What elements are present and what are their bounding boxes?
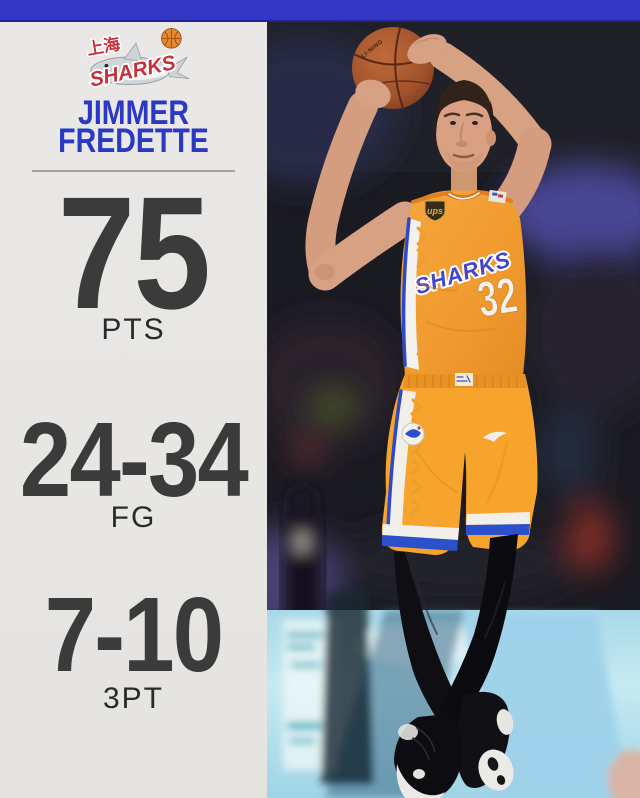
stat-card: 上海 SHARKS JIMMER FREDETTE 75 PTS 24-34 F… [0, 22, 267, 798]
stat-points-value: 75 [57, 163, 211, 342]
sharks-logo: 上海 SHARKS [83, 28, 189, 91]
frame-top-border [0, 0, 640, 22]
player-legs [394, 534, 518, 744]
player-first-name: JIMMER [77, 94, 190, 132]
player-last-name: FREDETTE [58, 122, 209, 160]
basketball-icon [160, 28, 182, 49]
player-photo-canvas: LI-NING [212, 22, 640, 798]
player-head [435, 80, 496, 194]
stat-fg-value: 24-34 [19, 401, 249, 519]
stat-3pt-value: 7-10 [44, 576, 224, 694]
player-shorts [381, 373, 538, 555]
team-name-chinese: 上海 [85, 33, 122, 59]
player-name-title: JIMMER FREDETTE [21, 94, 245, 160]
waistband-patch [455, 373, 473, 386]
team-logo: 上海 SHARKS [0, 25, 267, 91]
player-left-arm [305, 79, 422, 291]
chest-patch: ups [424, 200, 446, 222]
title-divider [32, 170, 235, 172]
player-shoes [394, 691, 514, 798]
shark-icon [89, 42, 189, 86]
chest-patch-text: ups [427, 206, 443, 216]
cba-patch [401, 422, 425, 446]
lining-logo [483, 431, 507, 442]
stat-3pt-label: 3PT [102, 682, 165, 715]
player-figure: LI-NING [305, 27, 552, 798]
shoulder-patch [488, 189, 507, 204]
stat-fg-label: FG [110, 501, 157, 534]
player-jersey: ups SHARKS 32 [400, 189, 527, 376]
jersey-number: 32 [474, 267, 521, 328]
stat-points-label: PTS [101, 313, 166, 346]
player-photo: LI-NING [212, 22, 640, 798]
